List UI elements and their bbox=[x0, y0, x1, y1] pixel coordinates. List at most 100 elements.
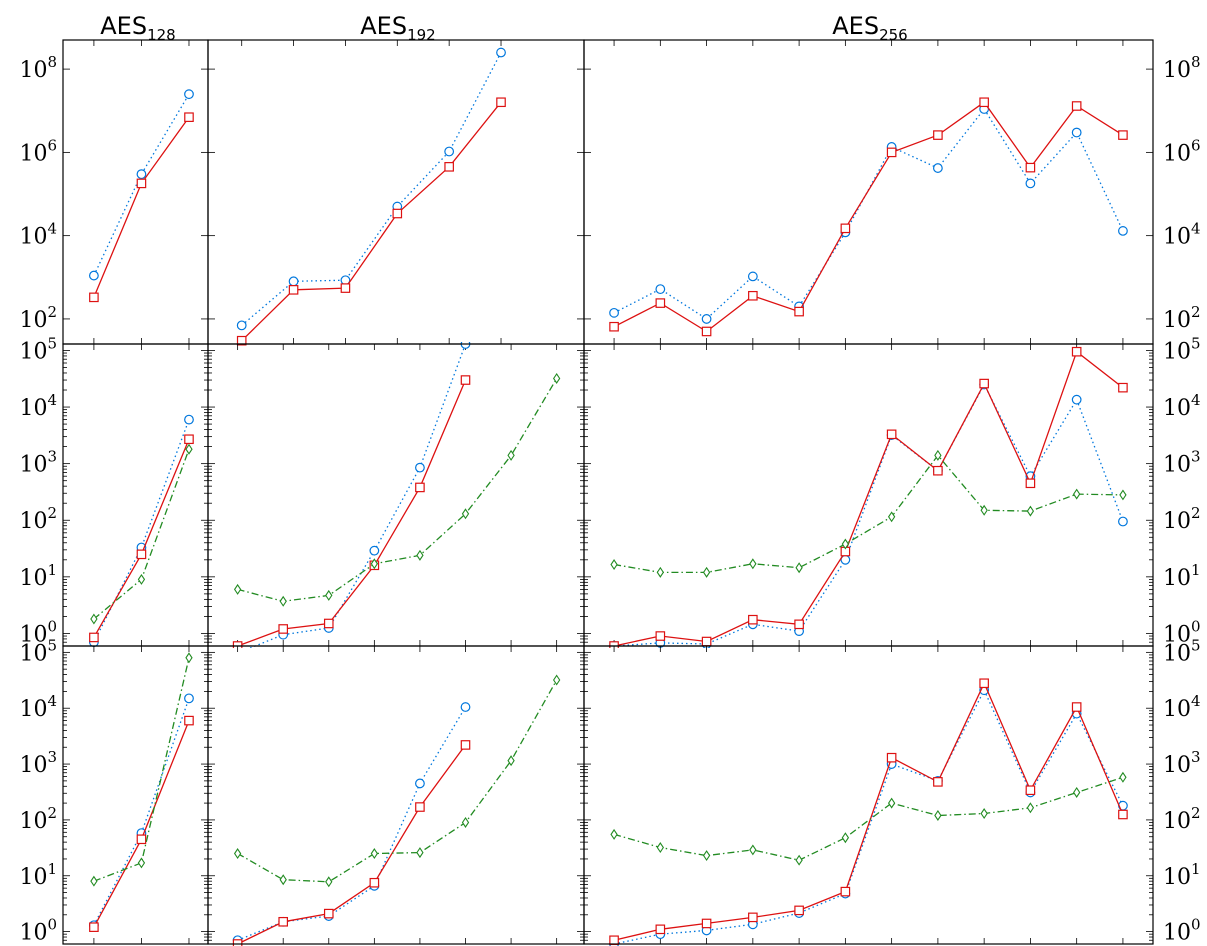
data-point-square bbox=[340, 283, 351, 293]
data-point-diamond bbox=[90, 613, 98, 625]
data-point-diamond bbox=[507, 755, 515, 767]
y-tick-label-exponent: 5 bbox=[47, 334, 57, 352]
y-tick-label: 104 bbox=[19, 692, 57, 722]
y-tick-label-base: 10 bbox=[19, 509, 47, 534]
data-point-square bbox=[89, 922, 99, 932]
series-line-blue bbox=[241, 52, 502, 326]
series-group bbox=[89, 652, 194, 932]
data-point-circle bbox=[496, 47, 506, 58]
data-point-square bbox=[701, 326, 712, 337]
data-point-diamond bbox=[656, 566, 664, 578]
series-group bbox=[609, 97, 1128, 337]
data-point-square bbox=[1025, 162, 1036, 173]
data-point-diamond bbox=[185, 443, 193, 455]
column-title-aes128: AES128 bbox=[100, 12, 175, 44]
y-tick-label-exponent: 2 bbox=[1191, 804, 1201, 822]
y-tick-label-exponent: 4 bbox=[1191, 391, 1201, 409]
data-point-circle bbox=[747, 271, 758, 282]
data-point-diamond bbox=[934, 809, 942, 821]
y-tick-label: 104 bbox=[1163, 391, 1201, 421]
y-tick-label-exponent: 0 bbox=[47, 916, 57, 934]
data-point-square bbox=[933, 777, 943, 787]
data-point-square bbox=[184, 715, 194, 726]
data-point-square bbox=[748, 614, 758, 625]
series-line-green bbox=[613, 776, 1124, 861]
data-point-diamond bbox=[325, 589, 333, 601]
y-tick-label-base: 10 bbox=[19, 697, 47, 722]
data-point-square bbox=[496, 97, 506, 108]
data-point-square bbox=[748, 912, 758, 923]
data-point-diamond bbox=[416, 549, 424, 561]
data-point-square bbox=[460, 740, 471, 750]
data-point-square bbox=[979, 678, 989, 689]
data-point-circle bbox=[1071, 127, 1082, 138]
y-tick-label-base: 10 bbox=[1163, 697, 1191, 722]
y-tick-label: 104 bbox=[1163, 692, 1201, 722]
data-point-square bbox=[1071, 346, 1082, 357]
data-point-diamond bbox=[233, 848, 242, 860]
data-point-square bbox=[1025, 478, 1036, 489]
series-line-green bbox=[237, 378, 558, 602]
y-tick-label-exponent: 0 bbox=[1191, 916, 1201, 934]
data-point-square bbox=[278, 624, 288, 634]
panel-frame bbox=[62, 343, 209, 647]
y-tick-label-exponent: 3 bbox=[47, 448, 57, 466]
y-tick-label: 102 bbox=[19, 504, 57, 534]
data-point-diamond bbox=[749, 844, 757, 856]
y-tick-label-exponent: 2 bbox=[1191, 504, 1201, 522]
data-point-diamond bbox=[416, 847, 424, 859]
y-tick-label-exponent: 5 bbox=[1191, 334, 1201, 352]
data-point-square bbox=[1118, 130, 1128, 140]
y-tick-label-base: 10 bbox=[19, 809, 47, 834]
series-line-red bbox=[613, 101, 1124, 333]
series-line-green bbox=[613, 454, 1123, 574]
data-point-square bbox=[933, 465, 943, 476]
series-line-blue bbox=[93, 419, 190, 643]
data-point-diamond bbox=[934, 449, 942, 461]
data-point-diamond bbox=[325, 876, 333, 888]
data-point-square bbox=[701, 636, 712, 647]
data-point-diamond bbox=[90, 875, 98, 887]
y-tick-label-base: 10 bbox=[19, 141, 47, 166]
data-point-circle bbox=[184, 693, 194, 704]
data-point-diamond bbox=[137, 573, 146, 585]
data-point-square bbox=[655, 298, 666, 308]
y-tick-label-base: 10 bbox=[1163, 509, 1191, 534]
data-point-circle bbox=[288, 276, 299, 287]
data-point-circle bbox=[184, 89, 194, 100]
data-point-diamond bbox=[749, 558, 757, 570]
y-tick-label: 103 bbox=[19, 748, 57, 778]
data-point-square bbox=[609, 935, 619, 946]
y-tick-label-base: 10 bbox=[19, 58, 47, 83]
y-tick-label: 105 bbox=[1163, 636, 1201, 666]
data-point-square bbox=[136, 178, 147, 189]
data-point-circle bbox=[1118, 226, 1128, 236]
data-point-square bbox=[369, 877, 380, 888]
y-tick-label: 101 bbox=[1163, 860, 1201, 890]
y-tick-label: 103 bbox=[19, 448, 57, 478]
panel-r2-c1 bbox=[207, 645, 585, 946]
data-point-square bbox=[655, 631, 666, 641]
y-tick-label: 102 bbox=[1163, 504, 1201, 534]
data-point-diamond bbox=[702, 566, 711, 578]
data-point-diamond bbox=[507, 449, 515, 461]
y-tick-label-exponent: 0 bbox=[47, 617, 57, 635]
y-tick-label-base: 10 bbox=[19, 641, 47, 666]
y-tick-label-base: 10 bbox=[19, 453, 47, 478]
data-point-square bbox=[415, 482, 425, 493]
y-tick-label: 105 bbox=[19, 636, 57, 666]
y-tick-label: 103 bbox=[1163, 748, 1201, 778]
data-point-circle bbox=[1118, 516, 1128, 527]
panel-frame bbox=[583, 645, 1154, 945]
y-tick-label-exponent: 8 bbox=[1191, 53, 1201, 71]
y-tick-label-exponent: 2 bbox=[47, 504, 57, 522]
data-point-square bbox=[1118, 809, 1128, 820]
data-point-square bbox=[288, 285, 299, 295]
series-group bbox=[89, 89, 194, 303]
y-tick-label: 105 bbox=[1163, 334, 1201, 364]
y-tick-label-base: 10 bbox=[1163, 58, 1191, 83]
data-point-diamond bbox=[610, 828, 618, 840]
